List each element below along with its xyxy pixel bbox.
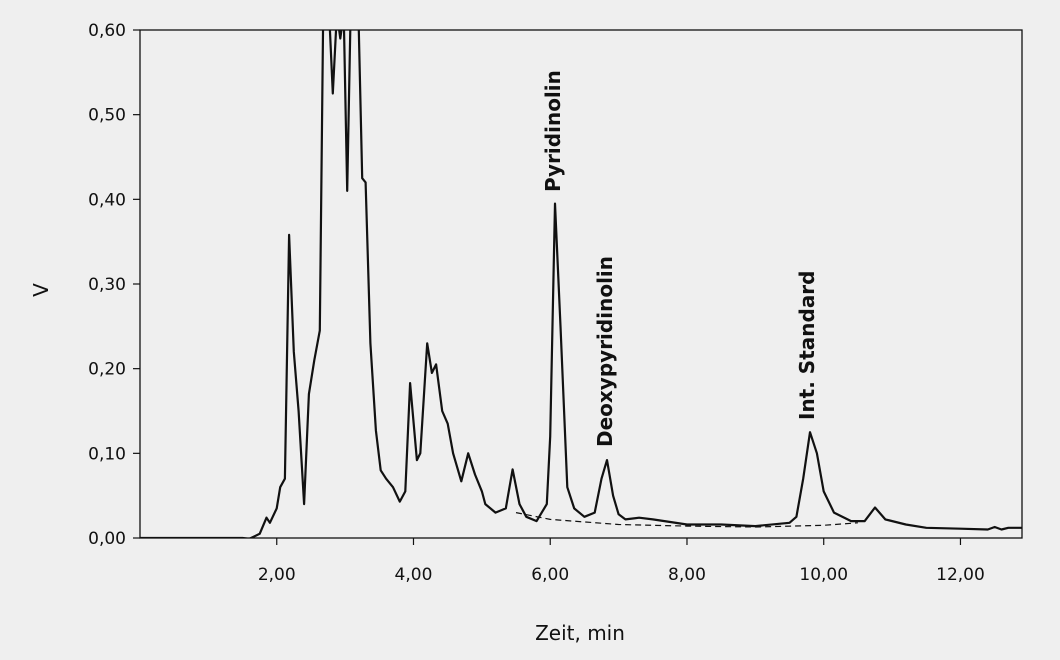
- x-tick-label: 2,00: [258, 565, 296, 585]
- x-tick-label: 8,00: [668, 565, 706, 585]
- x-axis-label: Zeit, min: [535, 621, 625, 645]
- plot-area: [140, 30, 1022, 538]
- y-tick-label: 0,00: [88, 529, 126, 549]
- annotation: Deoxypyridinolin: [593, 256, 617, 447]
- plot-frame: [139, 29, 1023, 539]
- annotation: Int. Standard: [795, 271, 819, 421]
- y-tick-label: 0,10: [88, 444, 126, 464]
- x-tick-label: 12,00: [936, 565, 985, 585]
- y-tick-label: 0,20: [88, 360, 126, 380]
- annotation: Pyridinolin: [541, 70, 565, 192]
- y-tick-label: 0,50: [88, 106, 126, 126]
- x-tick-label: 6,00: [531, 565, 569, 585]
- y-tick-label: 0,30: [88, 275, 126, 295]
- y-tick-label: 0,40: [88, 190, 126, 210]
- baseline: [515, 512, 858, 528]
- x-tick-label: 10,00: [799, 565, 848, 585]
- x-tick-label: 4,00: [395, 565, 433, 585]
- signal-line: [140, 30, 1022, 538]
- y-tick-label: 0,60: [88, 21, 126, 41]
- y-axis-label: V: [29, 283, 53, 297]
